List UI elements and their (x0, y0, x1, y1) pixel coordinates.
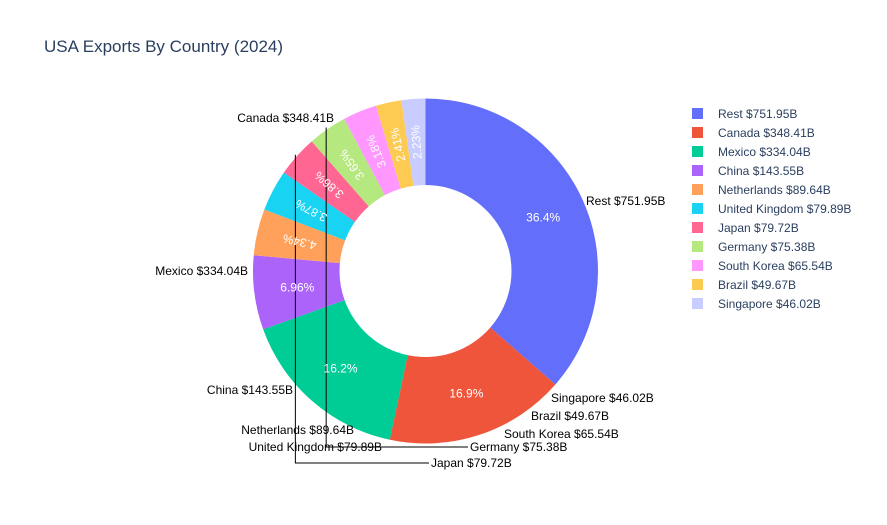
category-labels: Rest $751.95B Canada $348.41B Mexico $334.… (155, 111, 665, 470)
category-label-brazil: Brazil $49.67B (531, 409, 609, 423)
legend: Rest $751.95B Canada $348.41B Mexico $334.… (692, 107, 851, 311)
legend-swatch-mexico (692, 146, 703, 157)
legend-label-south-korea: South Korea $65.54B (718, 259, 833, 273)
legend-label-singapore: Singapore $46.02B (718, 297, 821, 311)
category-label-singapore: Singapore $46.02B (551, 391, 654, 405)
legend-label-netherlands: Netherlands $89.64B (718, 183, 831, 197)
category-label-germany: Germany $75.38B (470, 440, 567, 454)
category-label-south-korea: South Korea $65.54B (504, 427, 619, 441)
category-label-canada: Canada $348.41B (237, 111, 334, 125)
slice-mexico (263, 300, 408, 440)
legend-swatch-netherlands (692, 184, 703, 195)
slice-rest (425, 98, 598, 385)
percent-label-rest: 36.4% (526, 211, 560, 225)
category-label-china: China $143.55B (207, 383, 293, 397)
legend-swatch-south-korea (692, 260, 703, 271)
legend-label-china: China $143.55B (718, 164, 804, 178)
legend-label-japan: Japan $79.72B (718, 221, 799, 235)
legend-swatch-china (692, 165, 703, 176)
category-label-mexico: Mexico $334.04B (155, 264, 248, 278)
legend-swatch-united-kingdom (692, 203, 703, 214)
category-label-rest: Rest $751.95B (586, 194, 665, 208)
legend-swatch-singapore (692, 298, 703, 309)
legend-swatch-rest (692, 108, 703, 119)
chart-title: USA Exports By Country (2024) (44, 37, 283, 56)
leader-line-germany (325, 127, 468, 448)
percent-label-china: 6.96% (280, 280, 314, 294)
slice-canada (389, 327, 556, 444)
legend-swatch-brazil (692, 279, 703, 290)
legend-swatch-germany (692, 241, 703, 252)
category-label-united-kingdom: United Kingdom $79.89B (249, 440, 382, 454)
legend-label-united-kingdom: United Kingdom $79.89B (718, 202, 851, 216)
legend-label-canada: Canada $348.41B (718, 126, 815, 140)
percent-label-mexico: 16.2% (324, 361, 358, 375)
slice-singapore (401, 98, 426, 186)
slice-germany (311, 118, 385, 207)
slice-south-korea (344, 105, 401, 196)
legend-label-mexico: Mexico $334.04B (718, 145, 811, 159)
legend-swatch-japan (692, 222, 703, 233)
leader-line-japan (294, 154, 429, 464)
percent-label-canada: 16.9% (449, 387, 483, 401)
slice-united-kingdom (264, 172, 355, 241)
category-label-japan: Japan $79.72B (431, 456, 512, 470)
legend-label-germany: Germany $75.38B (718, 240, 815, 254)
percent-label-singapore: 2.23% (408, 124, 424, 159)
legend-swatch-canada (692, 127, 703, 138)
slice-netherlands (253, 209, 346, 264)
category-label-netherlands: Netherlands $89.64B (241, 423, 354, 437)
slice-brazil (375, 100, 414, 189)
pie-slices (253, 98, 598, 444)
legend-label-rest: Rest $751.95B (718, 107, 797, 121)
slice-china (253, 255, 345, 330)
legend-label-brazil: Brazil $49.67B (718, 278, 796, 292)
leader-lines (294, 127, 468, 464)
